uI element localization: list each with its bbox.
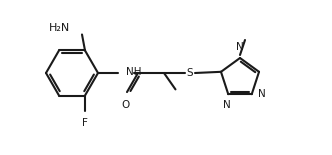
Text: H₂N: H₂N — [49, 24, 70, 33]
Text: N: N — [223, 100, 231, 110]
Text: S: S — [187, 68, 193, 78]
Text: NH: NH — [126, 67, 141, 77]
Text: N: N — [236, 42, 244, 52]
Text: N: N — [258, 89, 266, 99]
Text: O: O — [121, 100, 129, 110]
Text: F: F — [82, 117, 88, 128]
